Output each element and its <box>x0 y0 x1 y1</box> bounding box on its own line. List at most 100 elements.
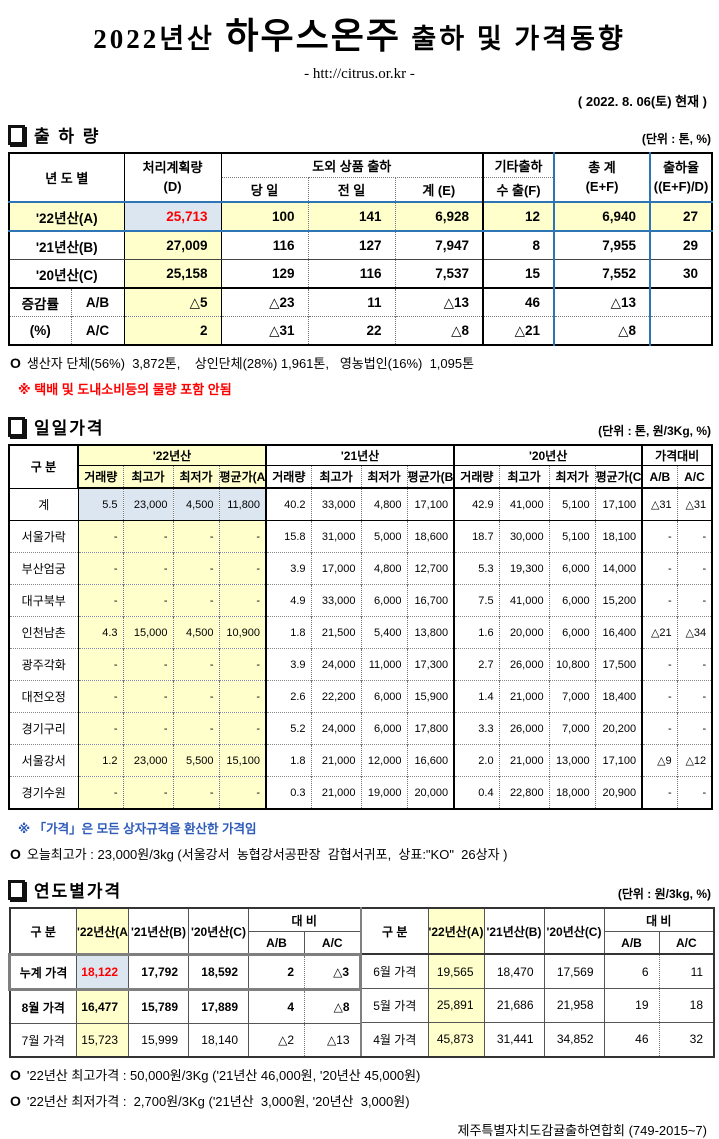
yearly-table-left: 구 분 '22년산(A) '21년산(B) '20년산(C) 대 비 A/B A… <box>8 907 363 1058</box>
cell: 5,100 <box>548 520 596 553</box>
col-header-2021: '21년산(B) <box>483 908 545 955</box>
cell: 7.5 <box>453 584 500 617</box>
title-suffix: 출하 및 가격동향 <box>411 24 626 54</box>
cell: △34 <box>676 616 713 649</box>
circle-bullet-icon: O <box>10 355 21 371</box>
cell: 1.2 <box>77 744 123 777</box>
yearly-row: 7월 가격 15,723 15,999 18,140 △2 △13 <box>9 1023 361 1057</box>
cell: 13,000 <box>548 744 596 777</box>
cell: - <box>218 648 267 681</box>
col-header-sum-e: 계 (E) <box>394 177 484 202</box>
col-header-rate-line1: 출하율 <box>663 159 699 175</box>
cell: 18,600 <box>406 520 455 553</box>
cell: △21 <box>482 316 555 345</box>
col-header-year: 년 도 별 <box>45 171 89 186</box>
cell: 15,200 <box>594 584 643 617</box>
cell: 17,000 <box>310 552 362 585</box>
cell: 3.9 <box>265 552 312 585</box>
cell: 17,100 <box>594 744 643 777</box>
row-label: '21년산(B) <box>9 231 125 260</box>
yearly-row: 4월 가격 45,873 31,441 34,852 46 32 <box>362 1021 715 1057</box>
cell: 33,000 <box>310 488 362 521</box>
cell: 34,852 <box>543 1021 605 1057</box>
subcol-low-22: 최저가 <box>172 465 219 489</box>
cell: 18.7 <box>453 520 500 553</box>
cell: - <box>172 552 219 585</box>
section-square-icon <box>8 416 25 437</box>
row-label: 5월 가격 <box>362 988 429 1023</box>
cell: 21,000 <box>498 744 550 777</box>
cell: 129 <box>220 259 309 288</box>
cell: 16,477 <box>76 989 129 1024</box>
subcol-ab: A/B <box>248 931 305 956</box>
cell: - <box>676 552 713 585</box>
yearly-note-high: O '22년산 최고가격 : 50,000원/3Kg ('21년산 46,000원… <box>10 1065 711 1084</box>
row-label: (%) <box>9 316 71 345</box>
cell: - <box>77 552 123 585</box>
yearly-tables: 구 분 '22년산(A) '21년산(B) '20년산(C) 대 비 A/B A… <box>8 907 716 1058</box>
yearly-note-low: O '22년산 최저가격 : 2,700원/3Kg ('21년산 3,000원, … <box>10 1091 711 1110</box>
cell: 0.4 <box>453 776 500 809</box>
col-header-rate-line2: ((E+F)/D) <box>653 178 709 194</box>
yearly-note-low-text: '22년산 최저가격 : 2,700원/3Kg ('21년산 3,000원, '… <box>26 1094 410 1109</box>
cell: 5.3 <box>453 552 500 585</box>
cell: 5.2 <box>265 712 312 745</box>
cell: 5,100 <box>548 488 596 521</box>
cell: △2 <box>248 1023 305 1057</box>
daily-row: 광주각화 - - - -3.9 24,000 11,000 17,300 2.7 26,000 10… <box>9 648 713 681</box>
cell: 4,500 <box>172 616 219 649</box>
yearly-row: 5월 가격 25,891 21,686 21,958 19 18 <box>362 988 715 1023</box>
subcol-ab: A/B <box>603 931 660 955</box>
shipment-table: 년 도 별 처리계획량 (D) 도외 상품 출하 기타출하 총 계 (E+F) … <box>8 152 714 346</box>
cell: 19,565 <box>427 954 485 989</box>
cell: - <box>122 648 173 681</box>
subcol-avg-21: 평균가(B) <box>406 465 455 489</box>
cell: 4,500 <box>172 488 219 521</box>
row-label: 누계 가격 <box>8 953 77 991</box>
cell: 17,100 <box>594 488 643 521</box>
organization-name: 제주특별자치도감귤출하연합회 (749-2015~7) <box>457 1123 707 1138</box>
cell: - <box>641 584 678 617</box>
cell: 6,000 <box>548 616 596 649</box>
cell: 6,000 <box>360 680 408 713</box>
cell: 6,000 <box>548 552 596 585</box>
cell: - <box>218 552 267 585</box>
cell: 4.3 <box>77 616 123 649</box>
circle-bullet-icon: O <box>10 846 21 862</box>
cell: 4.9 <box>265 584 312 617</box>
circle-bullet-icon: O <box>10 1093 21 1109</box>
yearly-row: 누계 가격 18,122 17,792 18,592 2 △3 <box>8 953 363 991</box>
cell: 33,000 <box>310 584 362 617</box>
cell: 17,300 <box>406 648 455 681</box>
cell: 23,000 <box>122 744 173 777</box>
yearly-table-right: 구 분 '22년산(A) '21년산(B) '20년산(C) 대 비 A/B A… <box>362 907 716 1058</box>
row-label: 인천남촌 <box>9 616 78 649</box>
cell: 42.9 <box>453 488 500 521</box>
cell: 22,200 <box>310 680 362 713</box>
cell: 16,600 <box>406 744 455 777</box>
cell: 7,955 <box>553 231 651 260</box>
cell: - <box>676 712 713 745</box>
cell: 116 <box>307 259 396 288</box>
daily-note-todayhigh: O 오늘최고가 : 23,000원/3kg (서울강서 농협강서공판장 감협서귀포… <box>10 844 711 863</box>
cell: 11 <box>658 954 715 989</box>
col-header-compare: 대 비 <box>603 908 715 932</box>
cell: 29 <box>649 231 713 260</box>
cell: - <box>676 648 713 681</box>
cell: 6 <box>603 954 660 989</box>
row-sublabel: A/B <box>70 287 125 317</box>
cell: 18,122 <box>76 953 129 991</box>
yearly-section-header: 연도별가격 (단위 : 원/3kg, %) <box>8 877 711 902</box>
cell: 46 <box>482 287 555 317</box>
cell: 20,900 <box>594 776 643 809</box>
circle-bullet-icon: O <box>10 1067 21 1083</box>
cell: 30 <box>649 259 713 288</box>
col-header-total: 총 계 (E+F) <box>553 153 651 202</box>
cell: 3.9 <box>265 648 312 681</box>
cell: - <box>641 680 678 713</box>
subcol-avg-20: 평균가(C) <box>594 465 643 489</box>
cell: 20,000 <box>498 616 550 649</box>
cell: - <box>641 648 678 681</box>
cell: 23,000 <box>122 488 173 521</box>
cell: 3.3 <box>453 712 500 745</box>
